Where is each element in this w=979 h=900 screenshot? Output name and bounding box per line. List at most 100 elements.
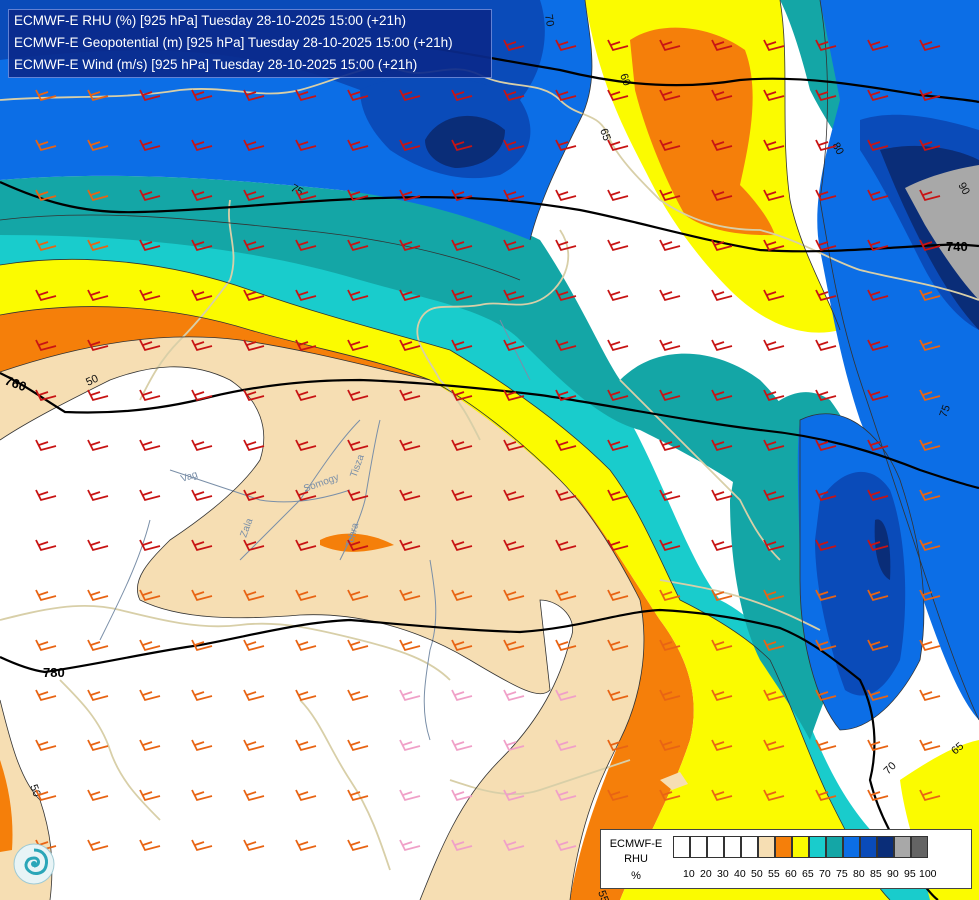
wind-barb	[139, 639, 161, 652]
wind-barb	[555, 489, 577, 502]
wind-barb	[399, 189, 421, 202]
legend-swatch	[724, 836, 741, 858]
wind-barb	[347, 389, 369, 402]
wind-barb	[243, 239, 265, 252]
wind-barb	[451, 89, 473, 102]
wind-barb	[87, 289, 109, 302]
wind-barb	[87, 389, 109, 402]
wind-barb	[555, 289, 577, 302]
wind-barb	[555, 89, 577, 102]
wind-barb	[555, 589, 577, 602]
title-rhu: ECMWF-E RHU (%) [925 hPa] Tuesday 28-10-…	[14, 13, 407, 28]
wind-barb	[607, 439, 629, 452]
wind-barb	[399, 239, 421, 252]
wind-barb	[659, 339, 681, 352]
legend-tick-label: 100	[919, 868, 937, 880]
wind-barb	[295, 239, 317, 252]
wind-barb	[555, 689, 577, 702]
wind-barb	[503, 139, 525, 152]
wind-barb	[711, 739, 733, 752]
wind-barb	[763, 539, 785, 552]
wind-barb	[555, 389, 577, 402]
wind-barb	[919, 389, 941, 402]
wind-barb	[867, 39, 889, 52]
wind-barb	[243, 839, 265, 852]
wind-barb	[711, 189, 733, 202]
wind-barb	[35, 689, 57, 702]
wind-barb	[87, 589, 109, 602]
legend-tick-label: 20	[700, 868, 712, 880]
wind-barb	[347, 839, 369, 852]
wind-barb	[503, 539, 525, 552]
rhu-label-50: 50	[84, 373, 100, 389]
wind-barb	[243, 89, 265, 102]
wind-barb	[191, 689, 213, 702]
wind-barb	[191, 639, 213, 652]
wind-barb	[399, 439, 421, 452]
wind-barb	[295, 689, 317, 702]
wind-barb	[815, 189, 837, 202]
wind-barb	[763, 339, 785, 352]
wind-barb	[867, 389, 889, 402]
wind-barb	[347, 589, 369, 602]
wind-barb	[607, 139, 629, 152]
wind-barb	[815, 339, 837, 352]
wind-barb	[919, 439, 941, 452]
legend-swatch	[809, 836, 826, 858]
wind-barb	[243, 489, 265, 502]
wind-barb	[347, 339, 369, 352]
rhu-label-80: 80	[829, 141, 846, 158]
wind-barb	[347, 539, 369, 552]
wind-barb	[763, 639, 785, 652]
wind-barb	[191, 739, 213, 752]
legend-swatch	[775, 836, 792, 858]
wind-barb	[139, 289, 161, 302]
river-label-vag: Vag	[180, 469, 200, 485]
wind-barb	[295, 189, 317, 202]
wind-barb	[659, 439, 681, 452]
wind-barb	[295, 739, 317, 752]
wind-barb	[191, 839, 213, 852]
wind-barb	[659, 189, 681, 202]
wind-barb	[35, 589, 57, 602]
wind-barb	[659, 639, 681, 652]
wind-barb	[35, 639, 57, 652]
wind-barb	[295, 839, 317, 852]
wind-barb	[711, 289, 733, 302]
wind-barb	[35, 439, 57, 452]
wind-barb	[763, 489, 785, 502]
wind-barb	[451, 589, 473, 602]
wind-barb	[451, 339, 473, 352]
wind-barb	[555, 339, 577, 352]
wind-barb	[503, 239, 525, 252]
wind-barb	[451, 639, 473, 652]
wind-barb	[555, 139, 577, 152]
wind-barb	[35, 239, 57, 252]
wind-barb	[399, 89, 421, 102]
legend-tick-label: 90	[887, 868, 899, 880]
isohypse-780	[0, 608, 939, 900]
wind-barb	[815, 589, 837, 602]
rhu-band-65-70	[0, 214, 979, 900]
rhu-label-90: 90	[955, 181, 972, 198]
wind-barb	[295, 139, 317, 152]
wind-barb	[503, 439, 525, 452]
wind-barb	[815, 389, 837, 402]
wind-barb	[659, 739, 681, 752]
wind-barb	[451, 239, 473, 252]
wind-barb	[87, 89, 109, 102]
wind-barb	[35, 139, 57, 152]
wind-barb	[555, 839, 577, 852]
wind-barb	[191, 139, 213, 152]
legend-tick-label: 80	[853, 868, 865, 880]
wind-barb	[711, 589, 733, 602]
legend-swatch	[877, 836, 894, 858]
wind-barb	[711, 439, 733, 452]
wind-barb	[503, 689, 525, 702]
wind-barb	[243, 789, 265, 802]
wind-barb	[191, 439, 213, 452]
wind-barb	[659, 789, 681, 802]
wind-barb	[87, 839, 109, 852]
wind-barb	[139, 339, 161, 352]
